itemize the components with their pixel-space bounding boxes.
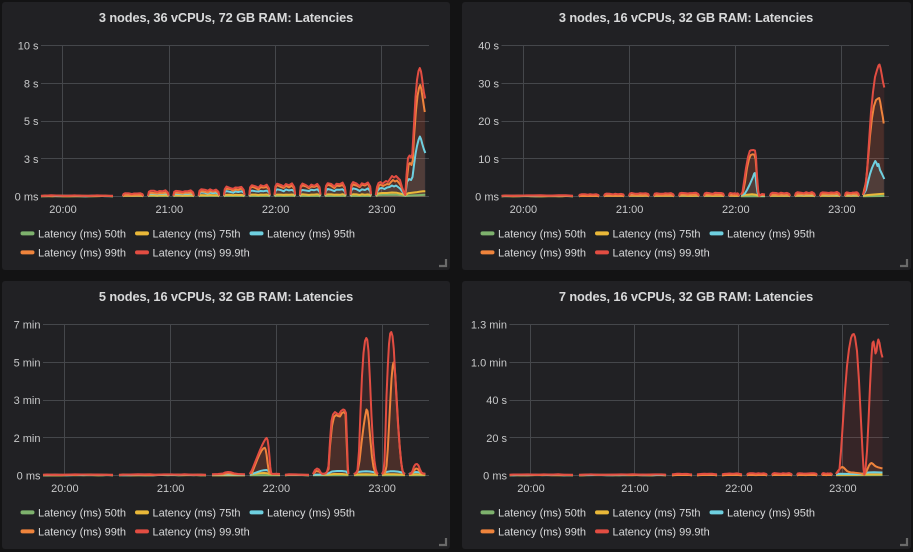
svg-text:Latency (ms) 95th: Latency (ms) 95th <box>727 228 815 240</box>
svg-text:3 nodes, 36 vCPUs, 72 GB RAM:: 3 nodes, 36 vCPUs, 72 GB RAM: Latencies <box>99 10 353 25</box>
svg-text:Latency (ms) 95th: Latency (ms) 95th <box>267 228 355 240</box>
svg-text:Latency (ms) 99th: Latency (ms) 99th <box>38 247 126 259</box>
svg-text:20:00: 20:00 <box>510 204 538 216</box>
svg-text:20 s: 20 s <box>478 116 499 128</box>
svg-text:Latency (ms) 99.9th: Latency (ms) 99.9th <box>613 526 710 538</box>
svg-text:Latency (ms) 75th: Latency (ms) 75th <box>613 228 701 240</box>
svg-text:8 s: 8 s <box>24 78 39 90</box>
svg-text:20 s: 20 s <box>486 433 507 445</box>
svg-text:0 ms: 0 ms <box>475 192 499 204</box>
svg-text:22:00: 22:00 <box>263 483 291 495</box>
svg-text:3 nodes, 16 vCPUs, 32 GB RAM:: 3 nodes, 16 vCPUs, 32 GB RAM: Latencies <box>559 10 813 25</box>
svg-text:Latency (ms) 99th: Latency (ms) 99th <box>38 526 126 538</box>
svg-text:5 s: 5 s <box>24 116 39 128</box>
svg-text:21:00: 21:00 <box>157 483 185 495</box>
svg-text:2 min: 2 min <box>14 433 41 445</box>
svg-text:20:00: 20:00 <box>51 483 79 495</box>
svg-text:21:00: 21:00 <box>616 204 644 216</box>
svg-text:20:00: 20:00 <box>49 204 77 216</box>
svg-text:1.0 min: 1.0 min <box>471 357 507 369</box>
svg-text:3 min: 3 min <box>14 395 41 407</box>
svg-text:Latency (ms) 50th: Latency (ms) 50th <box>498 507 586 519</box>
svg-text:Latency (ms) 75th: Latency (ms) 75th <box>153 228 241 240</box>
svg-text:Latency (ms) 75th: Latency (ms) 75th <box>153 507 241 519</box>
svg-text:Latency (ms) 99.9th: Latency (ms) 99.9th <box>153 247 250 259</box>
svg-text:Latency (ms) 50th: Latency (ms) 50th <box>38 228 126 240</box>
svg-text:Latency (ms) 75th: Latency (ms) 75th <box>613 507 701 519</box>
svg-text:Latency (ms) 50th: Latency (ms) 50th <box>498 228 586 240</box>
svg-text:1.3 min: 1.3 min <box>471 320 507 332</box>
svg-text:20:00: 20:00 <box>517 483 545 495</box>
svg-text:23:00: 23:00 <box>368 204 396 216</box>
svg-text:Latency (ms) 95th: Latency (ms) 95th <box>267 507 355 519</box>
svg-text:30 s: 30 s <box>478 78 499 90</box>
svg-text:0 ms: 0 ms <box>483 471 507 483</box>
svg-text:Latency (ms) 50th: Latency (ms) 50th <box>38 507 126 519</box>
svg-text:Latency (ms) 95th: Latency (ms) 95th <box>727 507 815 519</box>
svg-text:0 ms: 0 ms <box>17 471 41 483</box>
svg-text:Latency (ms) 99.9th: Latency (ms) 99.9th <box>613 247 710 259</box>
svg-text:40 s: 40 s <box>486 395 507 407</box>
svg-text:21:00: 21:00 <box>621 483 649 495</box>
svg-text:Latency (ms) 99th: Latency (ms) 99th <box>498 247 586 259</box>
svg-text:23:00: 23:00 <box>368 483 396 495</box>
svg-text:3 s: 3 s <box>24 154 39 166</box>
svg-text:23:00: 23:00 <box>829 483 857 495</box>
svg-text:23:00: 23:00 <box>828 204 856 216</box>
svg-text:40 s: 40 s <box>478 41 499 53</box>
svg-text:Latency (ms) 99.9th: Latency (ms) 99.9th <box>153 526 250 538</box>
svg-text:22:00: 22:00 <box>725 483 753 495</box>
svg-text:21:00: 21:00 <box>156 204 184 216</box>
svg-text:Latency (ms) 99th: Latency (ms) 99th <box>498 526 586 538</box>
svg-text:7 nodes, 16 vCPUs, 32 GB RAM:: 7 nodes, 16 vCPUs, 32 GB RAM: Latencies <box>559 289 813 304</box>
svg-text:10 s: 10 s <box>18 41 39 53</box>
svg-text:5 nodes, 16 vCPUs, 32 GB RAM:: 5 nodes, 16 vCPUs, 32 GB RAM: Latencies <box>99 289 353 304</box>
svg-text:5 min: 5 min <box>14 357 41 369</box>
svg-text:0 ms: 0 ms <box>15 192 39 204</box>
svg-text:22:00: 22:00 <box>262 204 290 216</box>
svg-text:7 min: 7 min <box>14 320 41 332</box>
svg-text:10 s: 10 s <box>478 154 499 166</box>
svg-text:22:00: 22:00 <box>722 204 750 216</box>
